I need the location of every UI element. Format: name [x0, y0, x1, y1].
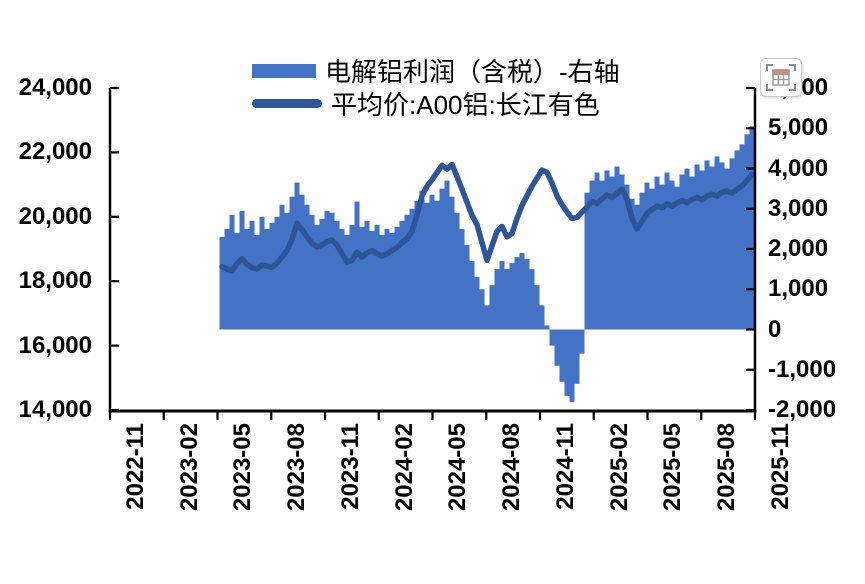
right-axis-tick-label: -1,000 [768, 355, 837, 383]
right-axis-tick-label: 3,000 [768, 194, 829, 222]
left-axis-tick-label: 24,000 [18, 74, 92, 101]
x-axis-tick-label: 2024-02 [390, 423, 418, 512]
right-axis-tick-label: 4,000 [768, 154, 829, 182]
left-axis-tick-label: 22,000 [18, 138, 92, 166]
right-axis-tick-label: 1,000 [768, 275, 829, 303]
right-axis-tick-label: 5,000 [768, 114, 829, 142]
x-axis-tick-label: 2024-11 [552, 423, 579, 510]
x-axis-tick-label: 2023-02 [175, 423, 203, 512]
axes [108, 86, 757, 420]
left-axis-tick-label: 18,000 [18, 267, 92, 295]
legend-item-price[interactable]: 平均价:A00铝:长江有色 [252, 87, 620, 120]
chart-legend: 电解铝利润（含税）-右轴 平均价:A00铝:长江有色 [252, 54, 620, 120]
x-axis-tick-label: 2023-08 [283, 423, 311, 512]
right-axis-tick-label: -2,000 [768, 396, 837, 423]
legend-label-price: 平均价:A00铝:长江有色 [331, 90, 600, 120]
legend-item-profit[interactable]: 电解铝利润（含税）-右轴 [252, 54, 620, 87]
x-axis-tick-label: 2024-08 [498, 423, 526, 512]
profit-bar-series [219, 126, 755, 402]
left-axis-tick-label: 20,000 [18, 202, 92, 230]
x-axis-tick-label: 2023-05 [229, 423, 257, 512]
legend-label-profit: 电解铝利润（含税）-右轴 [325, 57, 620, 87]
data-table-icon[interactable] [760, 58, 802, 97]
x-axis-tick-label: 2025-11 [767, 423, 794, 510]
price-line-series [219, 161, 755, 274]
line-swatch-icon [252, 99, 322, 108]
x-axis-tick-label: 2025-02 [605, 423, 633, 512]
right-axis-tick-label: 2,000 [768, 235, 829, 262]
left-axis-tick-label: 16,000 [18, 331, 92, 359]
right-axis-tick-label: 0 [768, 315, 782, 343]
x-axis-tick-label: 2023-11 [337, 423, 364, 510]
left-axis-tick-label: 14,000 [18, 396, 92, 423]
bar-swatch-icon [252, 63, 316, 78]
x-axis-tick-label: 2022-11 [122, 423, 149, 510]
x-axis-tick-label: 2025-08 [713, 423, 741, 512]
x-axis-tick-label: 2024-05 [444, 423, 472, 512]
x-axis-tick-label: 2025-05 [659, 423, 687, 512]
